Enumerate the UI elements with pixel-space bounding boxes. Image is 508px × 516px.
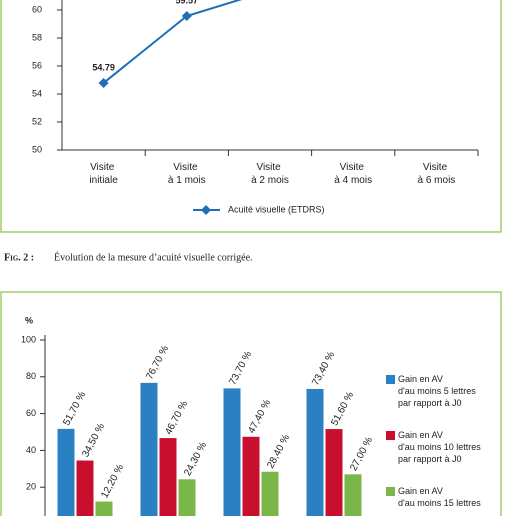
y-tick-label: 56 [32, 60, 42, 70]
figure-frame [0, 0, 502, 233]
data-label: 34,50 % [80, 422, 107, 460]
y-tick-label: 100 [21, 334, 36, 344]
bar [140, 382, 158, 516]
data-label: 73,40 % [310, 350, 337, 388]
data-point [181, 11, 192, 22]
caption-text: Évolution de la mesure d’acuité visuelle… [54, 251, 253, 263]
y-tick-label: 60 [32, 4, 42, 14]
y-tick-label: 80 [26, 371, 36, 381]
x-tick-label: Visite à 4 mois [334, 162, 372, 186]
x-tick-label: Visite à 1 mois [168, 162, 206, 186]
legend-label: Gain en AV d'au moins 5 lettres par rapp… [398, 374, 478, 408]
x-tick-label: Visite à 2 mois [251, 162, 289, 186]
bar [76, 460, 94, 516]
bar [242, 436, 260, 516]
y-tick-label: 40 [26, 445, 36, 455]
y-tick-label: 60 [26, 408, 36, 418]
data-label: 54.79 [92, 62, 115, 72]
y-tick-label: 54 [32, 88, 42, 98]
legend-label: Gain en AV d'au moins 10 lettres par rap… [398, 430, 483, 464]
data-label: 46,70 % [163, 399, 190, 437]
data-point [98, 77, 109, 88]
bar [57, 428, 75, 516]
data-label: 59.57 [176, 0, 199, 5]
y-tick-label: 50 [32, 144, 42, 154]
legend-swatch [386, 487, 395, 496]
legend-label: Gain en AV d'au moins 15 lettres [398, 486, 481, 508]
data-label: 47,40 % [246, 398, 273, 436]
y-axis-label: % [25, 315, 33, 325]
bar [344, 474, 362, 516]
legend-swatch [386, 431, 395, 440]
y-tick-label: 58 [32, 32, 42, 42]
bar [95, 501, 113, 516]
legend-label: Acuité visuelle (ETDRS) [228, 204, 325, 214]
bar [159, 438, 177, 516]
legend-marker [201, 205, 211, 215]
data-label: 27,00 % [348, 435, 375, 473]
bar [178, 479, 196, 516]
bar [325, 429, 343, 516]
caption-label: Fig. 2 : [4, 252, 34, 263]
bar [306, 388, 324, 516]
bar [261, 471, 279, 516]
data-label: 12,20 % [99, 463, 126, 501]
y-tick-label: 20 [26, 482, 36, 492]
data-label: 76,70 % [144, 344, 171, 382]
bar [223, 388, 241, 516]
figure-frame [0, 291, 502, 516]
data-label: 51,70 % [61, 390, 88, 428]
data-label: 28,40 % [265, 433, 292, 471]
x-tick-label: Visite à 6 mois [418, 162, 456, 186]
data-label: 73,70 % [227, 349, 254, 387]
legend-swatch [386, 375, 395, 384]
data-label: 51,60 % [329, 390, 356, 428]
y-tick-label: 52 [32, 116, 42, 126]
data-label: 24,30 % [182, 440, 209, 478]
x-tick-label: Visite initiale [89, 162, 118, 186]
